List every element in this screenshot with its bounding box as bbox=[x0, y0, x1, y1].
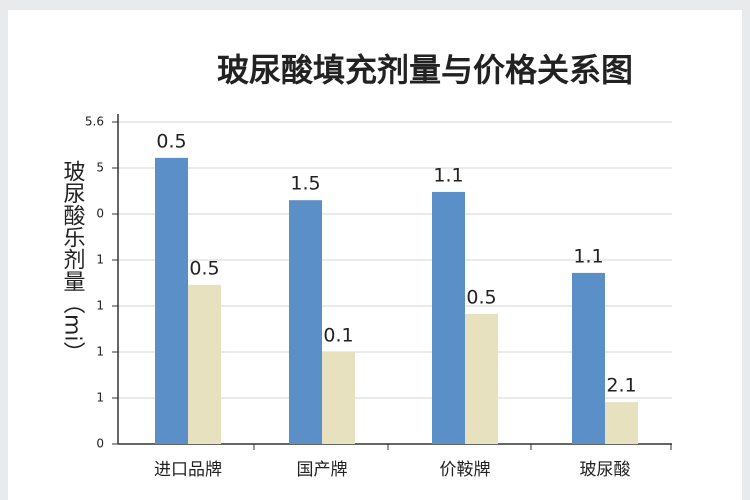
x-tick-label: 进口品牌 bbox=[154, 460, 222, 480]
y-axis-label: 玻尿酸乐剂量（mi） bbox=[60, 160, 86, 364]
value-label: 1.1 bbox=[573, 245, 603, 267]
y-tick-label: 1 bbox=[96, 253, 104, 267]
y-tick-label: 0 bbox=[96, 437, 104, 451]
bar bbox=[289, 200, 322, 444]
y-tick-label: 1 bbox=[96, 391, 104, 405]
y-tick-label: 5 bbox=[96, 161, 104, 175]
value-label: 1.1 bbox=[433, 164, 463, 186]
x-tick-label: 价鞍牌 bbox=[440, 460, 491, 480]
y-tick-label: 5.6 bbox=[85, 115, 104, 129]
value-label: 2.1 bbox=[606, 375, 636, 397]
value-label: 1.5 bbox=[290, 173, 320, 195]
value-label: 0.5 bbox=[466, 286, 496, 308]
chart-title: 玻尿酸填充剂量与价格关系图 bbox=[217, 51, 633, 89]
bar bbox=[605, 402, 638, 444]
bar bbox=[572, 272, 605, 444]
value-label: 0.5 bbox=[156, 130, 186, 152]
bar bbox=[155, 157, 188, 444]
bar bbox=[322, 352, 355, 444]
value-label: 0.1 bbox=[323, 325, 353, 347]
x-tick-label: 国产牌 bbox=[297, 460, 348, 480]
bar bbox=[188, 284, 221, 444]
y-tick-label: 1 bbox=[96, 345, 104, 359]
y-tick-label: 1 bbox=[96, 299, 104, 313]
x-tick-label: 玻尿酸 bbox=[580, 460, 631, 480]
value-label: 0.5 bbox=[189, 257, 219, 279]
bar bbox=[465, 313, 498, 444]
y-tick-label: 0 bbox=[96, 207, 104, 221]
bar bbox=[432, 191, 465, 444]
